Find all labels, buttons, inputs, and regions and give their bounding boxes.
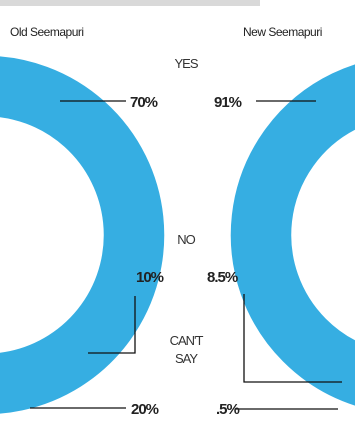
pct-new-yes: 91% — [214, 94, 242, 111]
donut-old-seemapuri — [0, 54, 166, 416]
pct-old-yes: 70% — [130, 94, 158, 111]
label-yes: YES — [174, 56, 198, 71]
pct-old-no: 10% — [136, 269, 164, 286]
pct-new-no: 8.5% — [207, 269, 238, 286]
old-seemapuri-title: Old Seemapuri — [10, 25, 84, 39]
cropped-header-strip — [0, 0, 260, 6]
leader-old-no — [88, 296, 136, 354]
label-no: NO — [177, 232, 195, 247]
pct-new-cantsay: .5% — [216, 401, 240, 418]
leader-new-no — [243, 294, 342, 383]
new-seemapuri-title: New Seemapuri — [243, 25, 322, 39]
label-cant-say-2: SAY — [175, 351, 198, 366]
old-slice-yes — [0, 54, 166, 416]
label-cant-say-1: CAN'T — [170, 333, 204, 348]
leader-lines — [30, 100, 342, 410]
new-slice-yes — [229, 62, 355, 408]
donut-new-seemapuri — [229, 62, 355, 408]
pct-old-cantsay: 20% — [131, 401, 159, 418]
